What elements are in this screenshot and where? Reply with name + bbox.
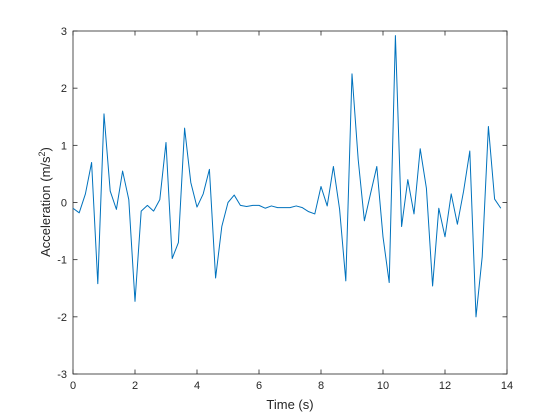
x-tick-label: 6 — [256, 380, 262, 392]
y-axis-label-tail: ) — [38, 147, 53, 151]
y-tick-label: -2 — [57, 312, 67, 324]
x-tick-label: 14 — [501, 380, 513, 392]
axis-ticks — [72, 30, 508, 375]
y-tick-label: 3 — [61, 26, 67, 38]
x-tick-label: 2 — [132, 380, 138, 392]
y-tick-label: 2 — [61, 83, 67, 95]
x-tick-label: 12 — [439, 380, 451, 392]
x-tick-label: 8 — [318, 380, 324, 392]
x-tick-label: 4 — [194, 380, 200, 392]
x-tick-label: 0 — [70, 380, 76, 392]
x-axis-label: Time (s) — [266, 397, 313, 412]
y-tick-labels: -3 -2 -1 0 1 2 3 — [57, 26, 67, 381]
series-line — [72, 35, 502, 318]
y-axis-label: Acceleration (m/s2) — [37, 147, 53, 257]
y-tick-label: -3 — [57, 369, 67, 381]
plot-area — [72, 30, 508, 375]
y-tick-label: -1 — [57, 255, 67, 267]
y-tick-label: 1 — [61, 140, 67, 152]
y-tick-label: 0 — [61, 198, 67, 210]
y-axis-label-main: Acceleration (m/s — [38, 156, 53, 257]
y-axis-label-superscript: 2 — [37, 151, 47, 156]
x-tick-label: 10 — [377, 380, 389, 392]
x-tick-labels: 0 2 4 6 8 10 12 14 — [70, 380, 513, 392]
